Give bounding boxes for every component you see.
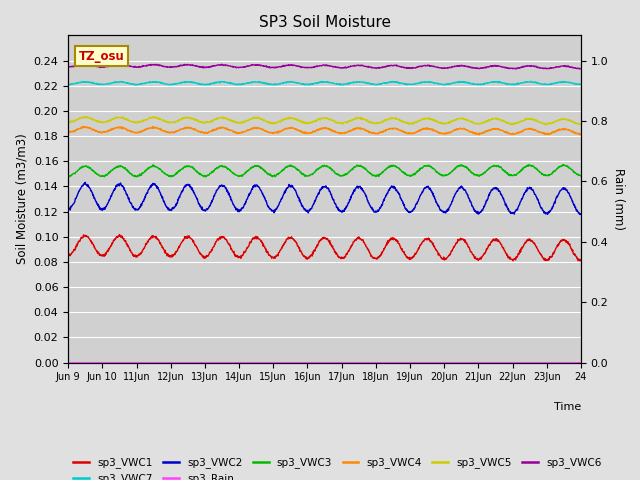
Legend: sp3_VWC1, sp3_VWC2, sp3_VWC3, sp3_VWC4, sp3_VWC5, sp3_VWC6: sp3_VWC1, sp3_VWC2, sp3_VWC3, sp3_VWC4, … [69, 453, 605, 472]
Text: Time: Time [554, 402, 581, 412]
Title: SP3 Soil Moisture: SP3 Soil Moisture [259, 15, 390, 30]
Legend: sp3_VWC7, sp3_Rain: sp3_VWC7, sp3_Rain [69, 469, 238, 480]
Y-axis label: Soil Moisture (m3/m3): Soil Moisture (m3/m3) [15, 133, 28, 264]
Y-axis label: Rain (mm): Rain (mm) [612, 168, 625, 230]
Text: TZ_osu: TZ_osu [79, 50, 124, 63]
